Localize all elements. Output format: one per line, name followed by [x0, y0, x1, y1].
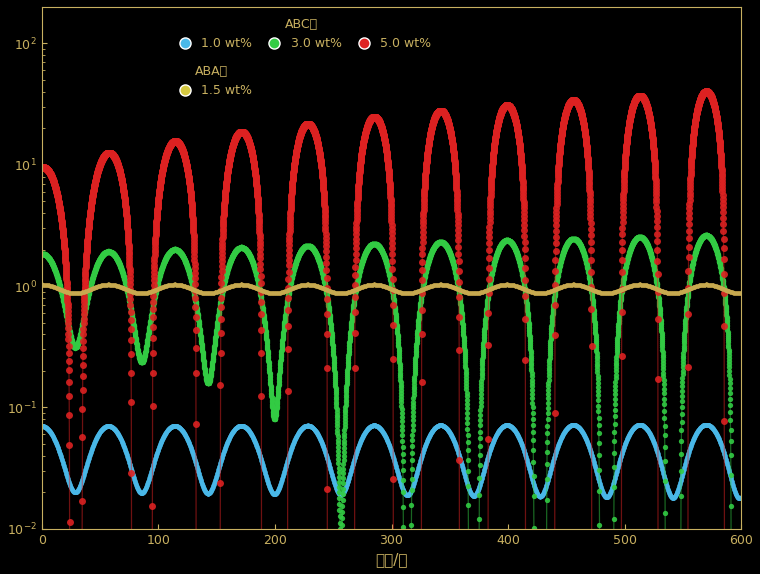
Legend: 1.5 wt%: 1.5 wt% [167, 60, 257, 102]
X-axis label: 時間/秒: 時間/秒 [375, 552, 408, 567]
